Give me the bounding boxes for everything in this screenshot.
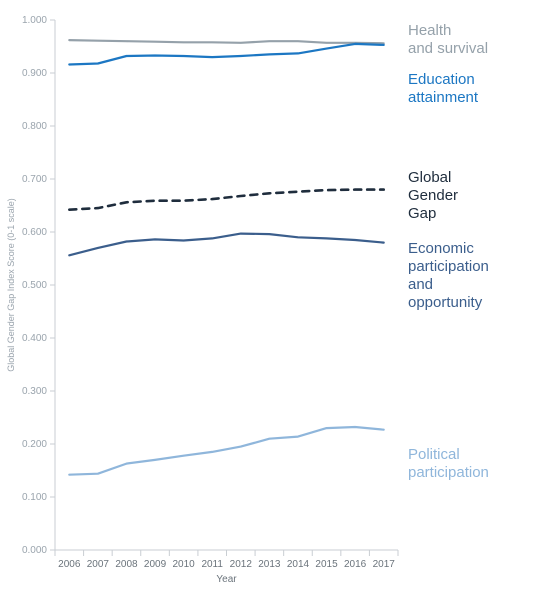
x-tick-label: 2012 bbox=[230, 559, 253, 570]
x-tick-label: 2010 bbox=[173, 559, 196, 570]
x-tick-label: 2016 bbox=[344, 559, 367, 570]
y-tick-label: 0.800 bbox=[22, 121, 47, 132]
y-tick-label: 0.600 bbox=[22, 227, 47, 238]
y-tick-label: 0.900 bbox=[22, 68, 47, 79]
y-tick-label: 1.000 bbox=[22, 15, 47, 26]
y-tick-label: 0.700 bbox=[22, 174, 47, 185]
legend-education: Educationattainment bbox=[408, 71, 479, 106]
x-tick-label: 2013 bbox=[258, 559, 281, 570]
y-tick-label: 0.400 bbox=[22, 333, 47, 344]
y-tick-label: 0.500 bbox=[22, 280, 47, 291]
x-tick-label: 2014 bbox=[287, 559, 310, 570]
x-tick-label: 2006 bbox=[58, 559, 81, 570]
chart-canvas: 0.000 0.100 0.200 0.300 0.400 0.500 0.600 0.700… bbox=[0, 0, 556, 604]
x-tick-label: 2017 bbox=[373, 559, 396, 570]
y-tick-label: 0.200 bbox=[22, 439, 47, 450]
x-tick-label: 2011 bbox=[201, 559, 223, 570]
y-tick-label: 0.100 bbox=[22, 492, 47, 503]
y-axis-title: Global Gender Gap Index Score (0-1 scale… bbox=[6, 198, 16, 372]
x-tick-label: 2015 bbox=[315, 559, 338, 570]
y-tick-label: 0.000 bbox=[22, 545, 47, 556]
gender-gap-chart: 0.000 0.100 0.200 0.300 0.400 0.500 0.600 0.700… bbox=[0, 0, 556, 604]
x-axis-title: Year bbox=[216, 574, 237, 585]
x-tick-label: 2007 bbox=[87, 559, 110, 570]
legend-label: Educationattainment bbox=[408, 71, 479, 106]
y-tick-label: 0.300 bbox=[22, 386, 47, 397]
x-tick-label: 2009 bbox=[144, 559, 167, 570]
x-tick-label: 2008 bbox=[115, 559, 138, 570]
